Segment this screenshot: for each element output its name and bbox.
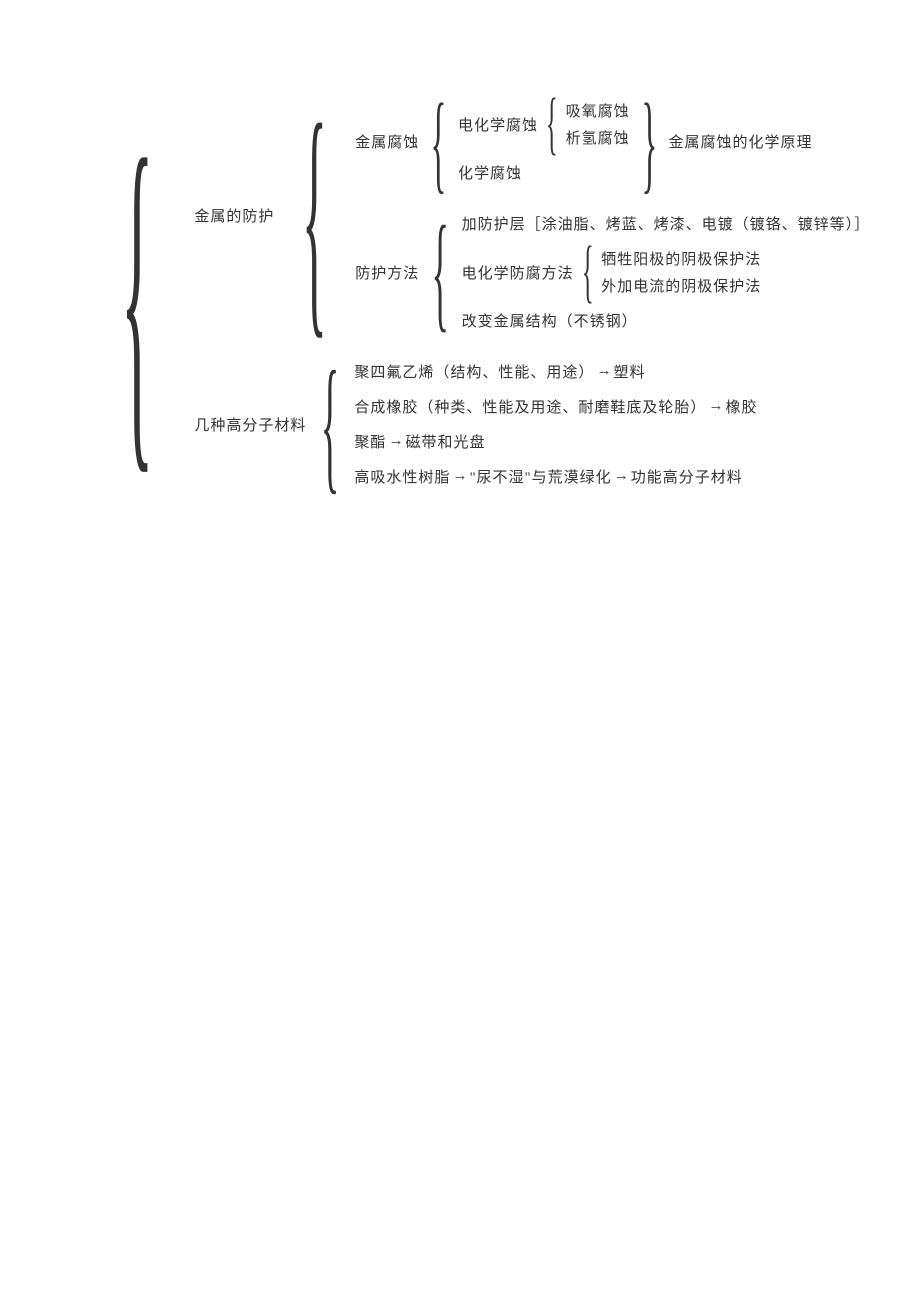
root-children: 金属的防护 { 金属腐蚀 { 电化学腐蚀 { [194,100,870,487]
label-change-structure: 改变金属结构（不锈钢） [462,310,871,331]
row-rubber: 合成橡胶（种类、性能及用途、耐磨鞋底及轮胎） → 橡胶 [354,396,757,417]
metal-protection-children: 金属腐蚀 { 电化学腐蚀 { 吸氧腐蚀 析氢腐蚀 [355,100,870,331]
node-electrochem-corrosion: 电化学腐蚀 { 吸氧腐蚀 析氢腐蚀 [458,100,630,148]
row-superabsorbent: 高吸水性树脂 → "尿不湿"与荒漠绿化 → 功能高分子材料 [354,466,757,487]
label-plastic: 塑料 [613,361,645,382]
arrow-icon: → [706,398,725,415]
label-metal-protection: 金属的防护 [194,205,274,226]
root-node: { 金属的防护 { 金属腐蚀 { 电化学腐蚀 [80,100,920,487]
label-functional-polymer: 功能高分子材料 [631,466,743,487]
label-tape-disc: 磁带和光盘 [405,431,485,452]
label-polymers: 几种高分子材料 [194,414,306,435]
label-hydrogen-evol: 析氢腐蚀 [566,127,630,148]
label-electrochem-protect: 电化学防腐方法 [462,262,574,283]
label-corrosion: 金属腐蚀 [355,131,419,152]
row-ptfe: 聚四氟乙烯（结构、性能、用途） → 塑料 [354,361,757,382]
label-protection-methods: 防护方法 [355,262,419,283]
arrow-icon: → [594,363,613,380]
label-rubber: 橡胶 [725,396,757,417]
arrow-icon: → [386,433,405,450]
branch-metal-protection: 金属的防护 { 金属腐蚀 { 电化学腐蚀 { [194,100,870,331]
branch-polymers: 几种高分子材料 { 聚四氟乙烯（结构、性能、用途） → 塑料 合成橡胶（种类、性… [194,361,870,487]
label-diaper-desert: "尿不湿"与荒漠绿化 [469,466,611,487]
protection-methods-children: 加防护层［涂油脂、烤蓝、烤漆、电镀（镀铬、镀锌等）］ 电化学防腐方法 { 牺牲阳… [462,213,871,331]
label-syn-rubber: 合成橡胶（种类、性能及用途、耐磨鞋底及轮胎） [354,396,706,417]
electrochem-protect-children: 牺牲阳极的阴极保护法 外加电流的阴极保护法 [601,248,761,296]
tree-diagram: { 金属的防护 { 金属腐蚀 { 电化学腐蚀 [0,0,920,487]
row-polyester: 聚酯 → 磁带和光盘 [354,431,757,452]
label-ptfe: 聚四氟乙烯（结构、性能、用途） [354,361,594,382]
label-superabsorbent: 高吸水性树脂 [354,466,450,487]
corrosion-children: 电化学腐蚀 { 吸氧腐蚀 析氢腐蚀 化学腐蚀 [458,100,630,183]
arrow-icon: → [450,468,469,485]
group-corrosion: 金属腐蚀 { 电化学腐蚀 { 吸氧腐蚀 析氢腐蚀 [355,100,870,183]
label-chemical-corrosion: 化学腐蚀 [458,162,630,183]
label-oxygen-absorb: 吸氧腐蚀 [566,100,630,121]
node-protection-methods: 防护方法 { 加防护层［涂油脂、烤蓝、烤漆、电镀（镀铬、镀锌等）］ 电化学防腐方… [355,213,870,331]
label-polyester: 聚酯 [354,431,386,452]
label-corrosion-principle: 金属腐蚀的化学原理 [669,131,813,152]
electrochem-children: 吸氧腐蚀 析氢腐蚀 [566,100,630,148]
polymers-children: 聚四氟乙烯（结构、性能、用途） → 塑料 合成橡胶（种类、性能及用途、耐磨鞋底及… [354,361,757,487]
label-sacrificial-anode: 牺牲阳极的阴极保护法 [601,248,761,269]
label-coating: 加防护层［涂油脂、烤蓝、烤漆、电镀（镀铬、镀锌等）］ [462,213,871,234]
label-impressed-current: 外加电流的阴极保护法 [601,275,761,296]
node-electrochem-protect: 电化学防腐方法 { 牺牲阳极的阴极保护法 外加电流的阴极保护法 [462,248,871,296]
arrow-icon: → [612,468,631,485]
label-electrochem-corrosion: 电化学腐蚀 [458,114,538,135]
